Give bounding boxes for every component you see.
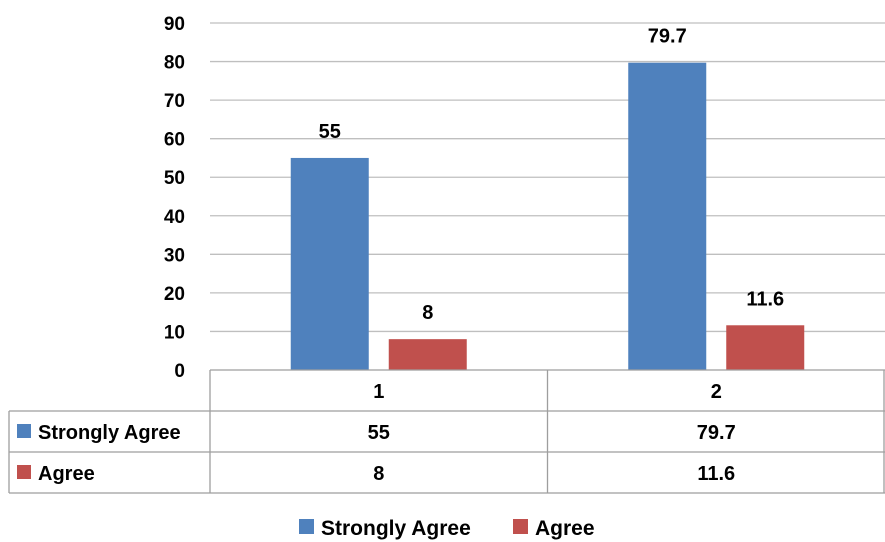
y-tick-label: 80 [164,53,185,74]
bars [290,62,805,371]
y-tick-label: 40 [164,207,185,228]
bar [628,62,707,371]
data-table: 1 2 Strongly Agree 55 79.7 Agree 8 11.6 [8,369,885,494]
bar [726,325,805,370]
data-labels: 55 8 79.7 11.6 [319,26,785,324]
table-cell: 79.7 [697,422,736,444]
y-tick-label: 10 [164,322,185,343]
y-tick-label: 20 [164,284,185,305]
table-series-name: Agree [38,463,95,485]
legend-label: Agree [535,517,595,540]
data-label: 79.7 [648,26,687,48]
table-legend-key [17,465,31,479]
legend: Strongly Agree Agree [299,517,595,540]
y-tick-label: 70 [164,91,185,112]
y-tick-label: 60 [164,130,185,151]
y-tick-label: 50 [164,168,185,189]
category-label: 2 [711,381,722,403]
y-axis: 0 10 20 30 40 50 60 70 80 90 [164,14,185,382]
data-label: 11.6 [746,288,784,310]
y-tick-label: 0 [174,361,185,382]
y-tick-label: 30 [164,245,185,266]
table-legend-key [17,424,31,438]
table-cell: 8 [373,463,384,485]
bar [388,339,467,370]
table-series-name: Strongly Agree [38,422,181,444]
category-label: 1 [373,381,384,403]
legend-key [513,519,528,534]
data-label: 55 [319,121,341,143]
legend-label: Strongly Agree [321,517,471,540]
table-cell: 55 [368,422,390,444]
legend-key [299,519,314,534]
bar [290,157,369,370]
y-tick-label: 90 [164,14,185,35]
table-cell: 11.6 [697,463,735,485]
data-label: 8 [422,302,433,324]
